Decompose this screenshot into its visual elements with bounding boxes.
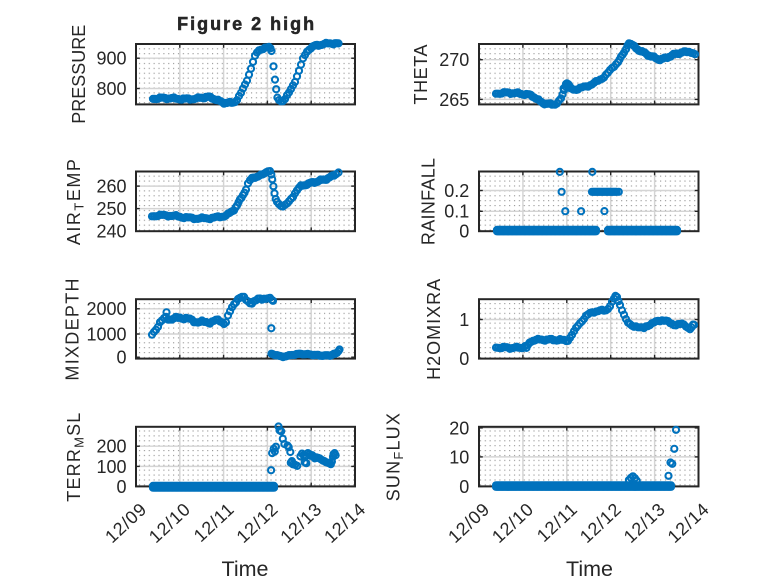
svg-text:240: 240 — [96, 222, 126, 242]
svg-text:265: 265 — [439, 90, 469, 110]
svg-text:250: 250 — [96, 199, 126, 219]
svg-text:10: 10 — [449, 447, 469, 467]
svg-text:PRESSURE: PRESSURE — [69, 25, 89, 124]
svg-text:20: 20 — [449, 418, 469, 438]
svg-text:AIRTEMP: AIRTEMP — [64, 158, 87, 245]
svg-text:Time: Time — [222, 557, 269, 581]
svg-text:260: 260 — [96, 177, 126, 197]
svg-text:200: 200 — [96, 437, 126, 457]
svg-text:1000: 1000 — [86, 324, 126, 344]
svg-text:RAINFALL: RAINFALL — [419, 158, 439, 245]
svg-text:0: 0 — [116, 348, 126, 368]
svg-text:0: 0 — [459, 349, 469, 369]
svg-text:H2OMIXRA: H2OMIXRA — [424, 278, 444, 380]
svg-text:0: 0 — [459, 222, 469, 242]
svg-text:0.2: 0.2 — [444, 181, 469, 201]
svg-text:THETA: THETA — [411, 44, 431, 105]
svg-text:270: 270 — [439, 50, 469, 70]
svg-text:100: 100 — [96, 457, 126, 477]
svg-text:TERRMSL: TERRMSL — [64, 411, 87, 501]
svg-text:SUNFLUX: SUNFLUX — [384, 412, 407, 501]
svg-text:2000: 2000 — [86, 299, 126, 319]
svg-text:Time: Time — [566, 557, 613, 581]
svg-text:900: 900 — [96, 49, 126, 69]
svg-text:MIXDEPTH: MIXDEPTH — [63, 277, 83, 380]
svg-text:0.1: 0.1 — [444, 202, 469, 222]
svg-text:1: 1 — [459, 310, 469, 330]
svg-text:800: 800 — [96, 79, 126, 99]
svg-text:0: 0 — [116, 477, 126, 497]
svg-text:Figure 2 high: Figure 2 high — [177, 14, 316, 34]
svg-text:0: 0 — [459, 477, 469, 497]
